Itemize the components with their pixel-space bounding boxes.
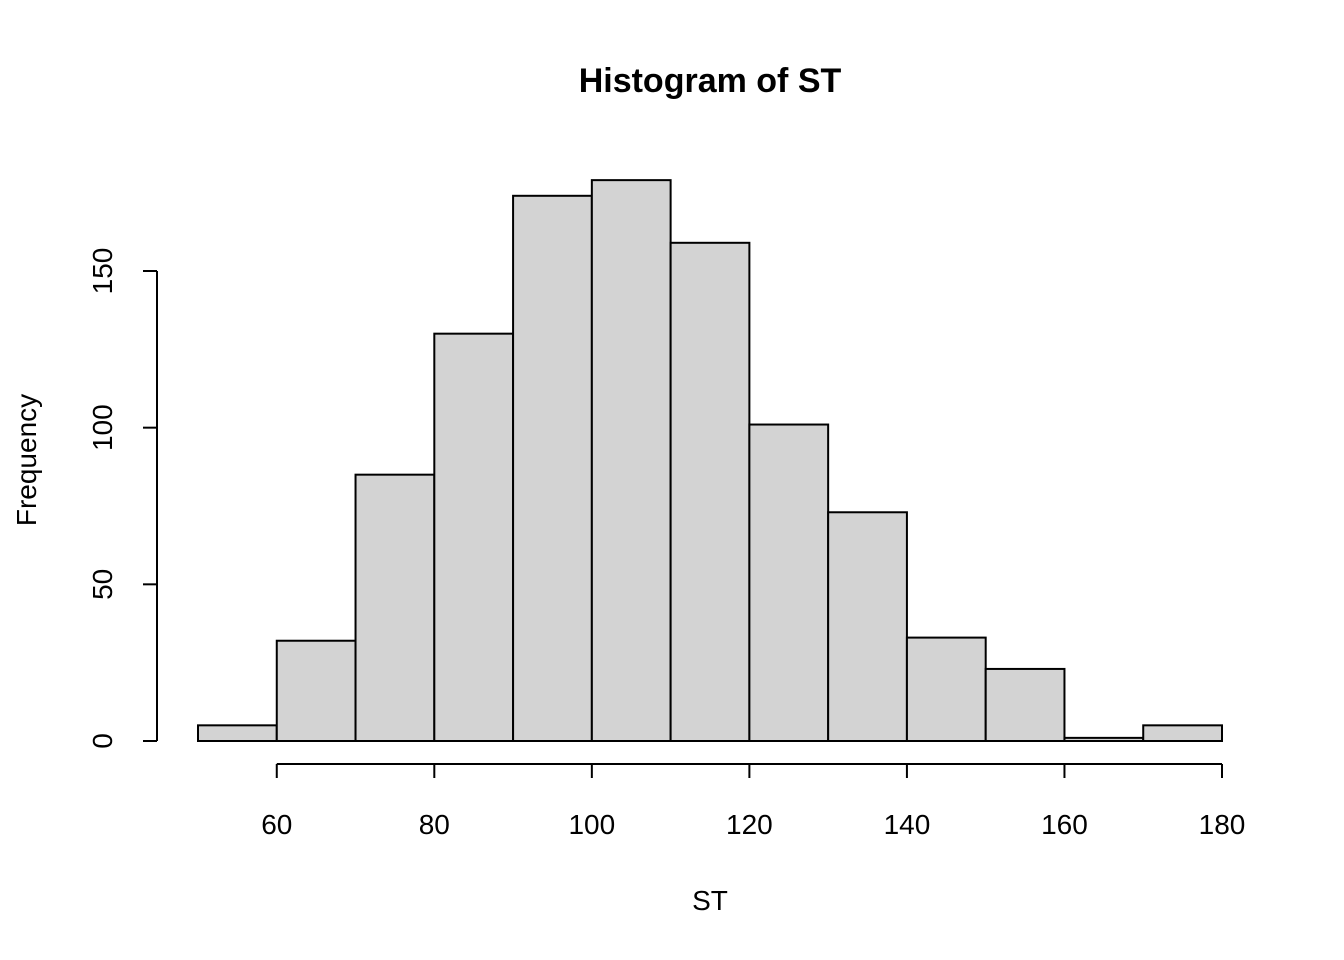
histogram-bar-130-140 <box>827 511 908 742</box>
x-tick-label: 120 <box>726 809 773 840</box>
y-tick-label: 50 <box>87 569 118 600</box>
x-tick-label: 180 <box>1199 809 1246 840</box>
y-tick-label: 150 <box>87 248 118 295</box>
histogram-bar-170-180 <box>1142 724 1223 742</box>
x-tick-label: 140 <box>884 809 931 840</box>
x-axis: 60 80 100 120 140 160 180 <box>261 763 1246 840</box>
histogram-bar-150-160 <box>984 667 1066 743</box>
x-tick-label: 60 <box>261 809 292 840</box>
histogram-bar-120-130 <box>748 423 830 742</box>
histogram-bar-160-170 <box>1063 736 1145 742</box>
histogram-bar-50-60 <box>197 724 278 742</box>
y-tick-label: 100 <box>87 404 118 451</box>
x-tick-label: 100 <box>568 809 615 840</box>
x-tick-label: 160 <box>1041 809 1088 840</box>
histogram-bar-100-110 <box>590 179 672 742</box>
histogram-bar-110-120 <box>669 241 751 743</box>
histogram-bar-60-70 <box>275 639 357 743</box>
x-axis-title: ST <box>692 885 728 916</box>
x-tick-label: 80 <box>419 809 450 840</box>
chart-title: Histogram of ST <box>579 62 842 100</box>
y-axis-title: Frequency <box>11 394 42 526</box>
histogram-bar-90-100 <box>512 194 593 743</box>
histogram-bar-80-90 <box>433 332 515 742</box>
histogram-bar-140-150 <box>905 636 987 742</box>
bars-group <box>197 179 1223 743</box>
y-tick-label: 0 <box>87 733 118 749</box>
y-axis: 0 50 100 150 <box>87 248 158 749</box>
histogram-bar-70-80 <box>354 473 436 742</box>
